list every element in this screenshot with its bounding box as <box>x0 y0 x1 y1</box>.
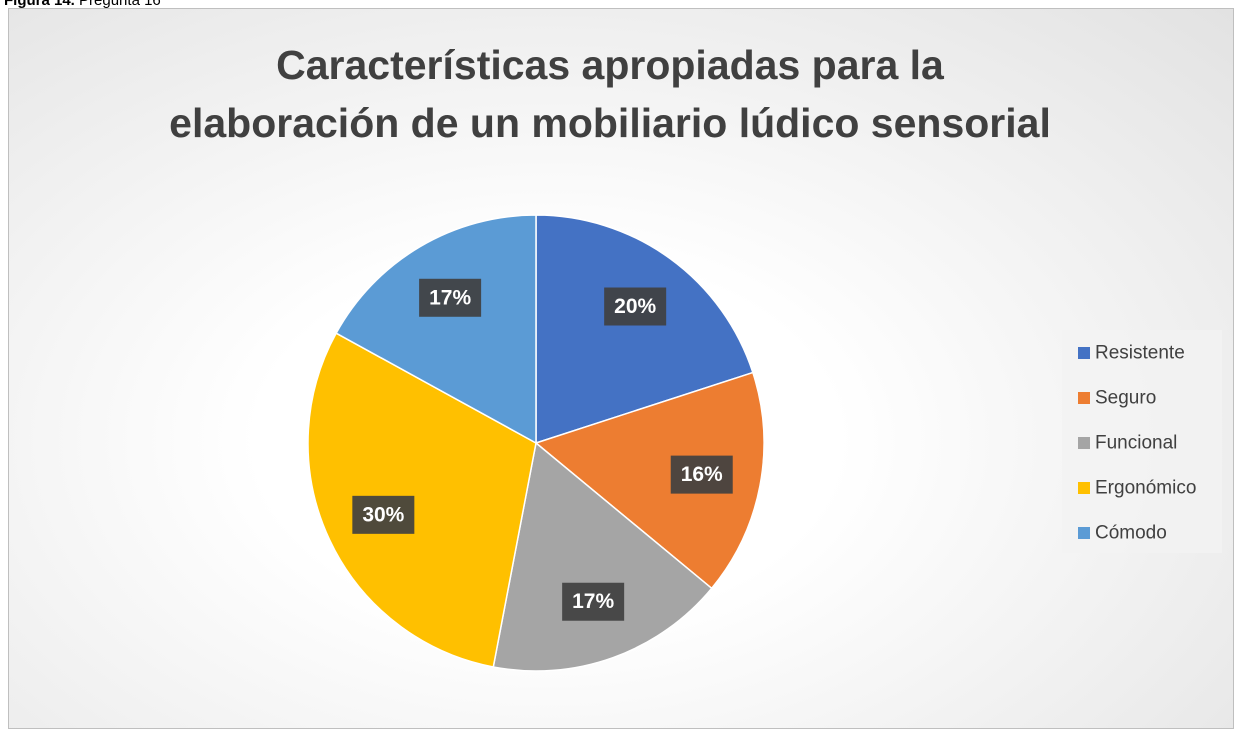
legend-swatch <box>1078 347 1090 359</box>
caption-label: Figura 14. <box>4 0 75 9</box>
data-label: 16% <box>681 463 723 486</box>
data-label-box <box>562 582 625 621</box>
chart-title: Características apropiadas para la elabo… <box>169 42 1051 146</box>
legend-label: Cómodo <box>1095 523 1167 544</box>
data-label-box <box>419 278 482 317</box>
caption: Figura 14. Pregunta 16 <box>4 0 161 9</box>
data-label: 20% <box>614 295 656 318</box>
pie-slice <box>335 214 537 445</box>
pie-slice <box>307 332 537 668</box>
data-label: 30% <box>362 503 404 526</box>
data-label-box <box>604 287 667 326</box>
pie-slice <box>534 371 765 590</box>
pie-slice <box>535 214 754 445</box>
data-label: 17% <box>429 286 471 309</box>
legend-label: Funcional <box>1095 433 1177 454</box>
legend-label: Ergonómico <box>1095 478 1196 499</box>
legend-swatch <box>1078 482 1090 494</box>
legend-swatch <box>1078 392 1090 404</box>
data-label-box <box>352 495 415 534</box>
data-label: 17% <box>572 590 614 613</box>
caption-text: Pregunta 16 <box>79 0 161 9</box>
legend-swatch <box>1078 527 1090 539</box>
data-label-box <box>670 455 733 494</box>
legend-swatch <box>1078 437 1090 449</box>
legend-label: Resistente <box>1095 343 1185 364</box>
pie-slice <box>492 441 713 672</box>
legend-label: Seguro <box>1095 388 1156 409</box>
